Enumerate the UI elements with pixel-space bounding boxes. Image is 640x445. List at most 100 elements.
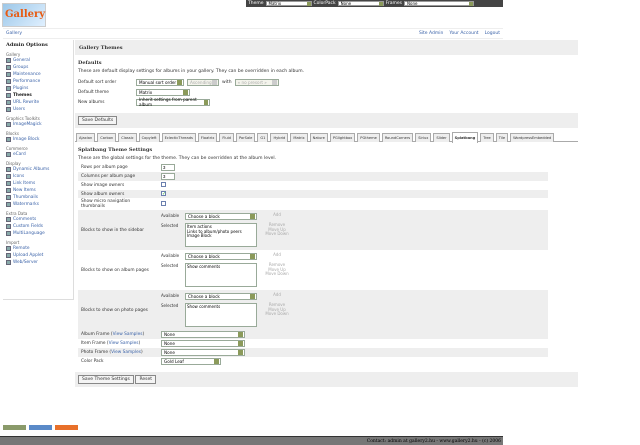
- move-up-button[interactable]: Move Up: [268, 266, 286, 272]
- tab-theme[interactable]: PGtheme: [357, 133, 380, 142]
- presort-select[interactable]: « no presort »: [234, 78, 279, 86]
- add-button[interactable]: Add: [273, 212, 281, 217]
- sidebar-item[interactable]: Performance: [6, 78, 70, 85]
- available-block-select[interactable]: Choose a block: [185, 293, 257, 300]
- sidebar-item[interactable]: Remote: [6, 245, 70, 252]
- save-defaults-button[interactable]: Save Defaults: [78, 116, 118, 125]
- tab-theme[interactable]: Nature: [309, 133, 328, 142]
- tab-theme[interactable]: EclecticThreads: [161, 133, 196, 142]
- add-button[interactable]: Add: [273, 292, 281, 297]
- sidebar-item[interactable]: Link Items: [6, 180, 70, 187]
- sidebar-item[interactable]: eCard: [6, 151, 70, 158]
- micro-nav-checkbox[interactable]: [161, 200, 166, 206]
- rows-input[interactable]: [161, 164, 175, 171]
- tab-theme[interactable]: Matrix: [290, 133, 308, 142]
- xhtml-badge[interactable]: [3, 425, 26, 430]
- tab-theme[interactable]: Ajaxian: [76, 133, 96, 142]
- tab-theme[interactable]: Slider: [433, 133, 450, 142]
- rows-label: Rows per album page: [81, 165, 128, 170]
- frame-select[interactable]: None: [161, 349, 245, 356]
- sidebar-item[interactable]: Users: [6, 106, 70, 113]
- tab-theme[interactable]: Tile: [495, 133, 509, 142]
- your-account-link[interactable]: Your Account: [449, 31, 479, 36]
- reset-button[interactable]: Reset: [135, 375, 157, 384]
- frame-select[interactable]: None: [161, 331, 245, 338]
- show-image-owners-checkbox[interactable]: [161, 182, 166, 187]
- selected-blocks-list[interactable]: Show comments: [185, 263, 257, 287]
- sidebar-item[interactable]: Upload Applet: [6, 252, 70, 259]
- tab-theme[interactable]: Fluid: [219, 133, 234, 142]
- move-down-button[interactable]: Move Down: [265, 271, 289, 276]
- tab-theme[interactable]: RoundCorners: [381, 133, 414, 142]
- remove-button[interactable]: Remove: [268, 262, 286, 267]
- move-up-button[interactable]: Move Up: [268, 226, 286, 232]
- view-samples-link[interactable]: View Samples: [108, 341, 139, 346]
- sidebar-item[interactable]: Groups: [6, 64, 70, 71]
- selected-block-item[interactable]: Image Block: [187, 233, 212, 238]
- gallery-badge[interactable]: [29, 425, 52, 430]
- sidebar-item[interactable]: Watermarks: [6, 201, 70, 208]
- new-albums-select[interactable]: Inherit settings from parent album: [136, 97, 210, 107]
- frame-select[interactable]: None: [161, 340, 245, 347]
- columns-input[interactable]: [161, 173, 175, 180]
- breadcrumb-gallery[interactable]: Gallery: [6, 31, 23, 36]
- sidebar-item[interactable]: URL Rewrite: [6, 99, 70, 106]
- sidebar-item[interactable]: Web/Server: [6, 259, 70, 266]
- tab-theme[interactable]: Floatrix: [197, 133, 218, 142]
- remove-button[interactable]: Remove: [268, 302, 286, 307]
- save-theme-settings-button[interactable]: Save Theme Settings: [78, 375, 134, 384]
- sidebar-item[interactable]: MultiLanguage: [6, 230, 70, 237]
- sidebar-item[interactable]: Comments: [6, 216, 70, 223]
- sort-direction-select[interactable]: Ascending: [187, 78, 219, 86]
- sidebar-item[interactable]: Maintenance: [6, 71, 70, 78]
- sidebar-item[interactable]: Themes: [6, 92, 70, 99]
- tab-theme[interactable]: WordpressEmbedded: [510, 133, 555, 142]
- move-down-button[interactable]: Move Down: [265, 311, 289, 316]
- available-block-select[interactable]: Choose a block: [185, 253, 257, 260]
- remove-button[interactable]: Remove: [268, 222, 286, 227]
- move-up-button[interactable]: Move Up: [268, 306, 286, 312]
- gallery-logo[interactable]: Gallery: [2, 3, 46, 27]
- php-badge[interactable]: [55, 425, 78, 430]
- colorpack-select[interactable]: None: [337, 1, 384, 6]
- selected-block-item[interactable]: Show comments: [187, 304, 221, 309]
- selected-blocks-list[interactable]: Show comments: [185, 303, 257, 327]
- sidebar-item[interactable]: Icons: [6, 173, 70, 180]
- tab-theme[interactable]: Hybrid: [270, 133, 289, 142]
- selected-block-item[interactable]: Show comments: [187, 264, 221, 269]
- tab-theme[interactable]: Splatbang: [451, 132, 479, 143]
- sidebar-item[interactable]: Plugins: [6, 85, 70, 92]
- logout-link[interactable]: Logout: [484, 31, 500, 36]
- sidebar-item[interactable]: Thumbnails: [6, 194, 70, 201]
- view-samples-link[interactable]: View Samples: [111, 350, 141, 355]
- sidebar-item[interactable]: Custom Fields: [6, 223, 70, 230]
- sidebar-item[interactable]: Image Block: [6, 136, 70, 143]
- selected-block-item[interactable]: Links to album/photo peers: [187, 228, 242, 234]
- color-pack-select[interactable]: Gold Leaf: [161, 358, 221, 365]
- sidebar-item-label: MultiLanguage: [13, 231, 45, 236]
- sidebar-item[interactable]: Dynamic Albums: [6, 166, 70, 173]
- tab-theme[interactable]: Carbon: [97, 133, 117, 142]
- sidebar-item[interactable]: ImageMagick: [6, 121, 70, 128]
- tab-theme[interactable]: Siriux: [415, 133, 432, 142]
- add-button[interactable]: Add: [273, 252, 281, 257]
- available-block-select[interactable]: Choose a block: [185, 213, 257, 220]
- frames-select[interactable]: None: [404, 1, 475, 6]
- tab-theme[interactable]: G1: [257, 133, 269, 142]
- tab-theme[interactable]: Copyleft: [138, 133, 160, 142]
- tab-theme[interactable]: PGlightbox: [329, 133, 356, 142]
- view-samples-link[interactable]: View Samples: [112, 332, 143, 337]
- tab-theme[interactable]: Classic: [118, 133, 137, 142]
- selected-block-item[interactable]: Item actions: [187, 224, 212, 229]
- tab-theme[interactable]: PorSale: [235, 133, 256, 142]
- sidebar-item[interactable]: General: [6, 57, 70, 64]
- sidebar-item[interactable]: New Items: [6, 187, 70, 194]
- sort-order-select[interactable]: Manual sort order: [136, 78, 184, 86]
- selected-blocks-list[interactable]: Item actions Links to album/photo peers Im…: [185, 223, 257, 247]
- move-down-button[interactable]: Move Down: [265, 231, 289, 236]
- default-theme-select[interactable]: Matrix: [136, 88, 190, 96]
- tab-theme[interactable]: Tree: [480, 133, 494, 142]
- show-album-owners-checkbox[interactable]: ✓: [161, 191, 167, 197]
- theme-select[interactable]: Matrix: [265, 1, 312, 6]
- site-admin-link[interactable]: Site Admin: [418, 31, 444, 36]
